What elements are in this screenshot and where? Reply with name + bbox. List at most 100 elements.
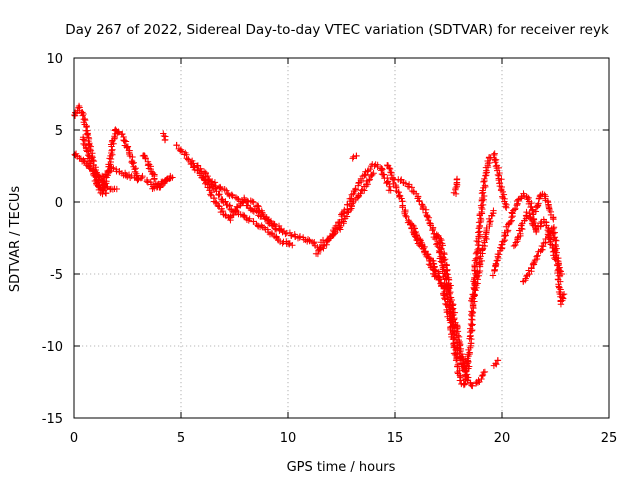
data-point <box>541 191 548 198</box>
data-point <box>311 238 318 246</box>
data-point <box>480 178 487 186</box>
data-point <box>525 194 532 202</box>
data-point <box>124 143 132 150</box>
grid-lines <box>74 58 609 418</box>
data-point <box>387 169 394 176</box>
series-arc-13 <box>349 152 360 162</box>
data-point <box>227 212 235 220</box>
data-point <box>468 308 475 315</box>
data-point <box>452 184 459 192</box>
data-point <box>542 235 549 243</box>
data-point <box>157 183 164 190</box>
data-point <box>469 300 477 308</box>
x-axis-title: GPS time / hours <box>287 460 396 475</box>
data-point <box>362 181 370 188</box>
data-point <box>499 188 507 196</box>
series-arc-23 <box>532 190 557 223</box>
data-point <box>113 185 120 193</box>
data-point <box>503 204 510 211</box>
data-point <box>260 224 268 231</box>
data-point <box>457 347 464 355</box>
data-point <box>289 242 296 249</box>
data-point <box>340 218 347 225</box>
data-point <box>398 195 405 202</box>
x-tick-labels: 0 5 10 15 20 25 <box>70 431 617 446</box>
data-point <box>492 159 499 166</box>
data-point <box>476 222 483 229</box>
data-point <box>507 218 514 225</box>
data-points <box>71 102 568 390</box>
data-point <box>160 132 168 140</box>
data-point <box>93 181 100 189</box>
data-point <box>224 191 232 198</box>
series-arc-7 <box>160 130 169 144</box>
data-point <box>553 237 560 244</box>
data-point <box>245 217 252 224</box>
data-point <box>383 179 390 187</box>
series-arc-4 <box>93 164 146 189</box>
data-point <box>477 215 484 222</box>
data-point <box>453 329 460 337</box>
data-point <box>367 165 374 173</box>
data-point <box>517 230 524 237</box>
data-point <box>88 157 95 164</box>
data-point <box>498 241 505 249</box>
data-point <box>498 176 505 183</box>
data-point <box>495 251 503 258</box>
data-point <box>533 253 540 260</box>
series-arc-20 <box>490 357 502 369</box>
data-point <box>442 270 450 277</box>
data-point <box>494 171 502 179</box>
data-point <box>453 175 461 183</box>
data-point <box>512 205 519 212</box>
data-point <box>495 176 502 184</box>
series-arc-6 <box>143 174 176 192</box>
data-point <box>336 224 343 231</box>
data-point <box>122 138 130 145</box>
data-point <box>331 230 338 237</box>
y-tick-label: -10 <box>42 340 63 355</box>
data-point <box>464 376 471 384</box>
data-point <box>190 160 197 167</box>
data-point <box>204 172 211 180</box>
data-point <box>115 128 122 135</box>
data-point <box>402 212 409 220</box>
data-point <box>501 229 508 237</box>
data-point <box>504 228 511 235</box>
data-point <box>478 375 485 383</box>
data-point <box>526 210 533 217</box>
data-point <box>132 165 139 172</box>
data-point <box>234 195 241 202</box>
data-point <box>556 272 564 279</box>
data-point <box>272 226 280 233</box>
data-point <box>121 137 128 144</box>
data-point <box>444 271 451 278</box>
data-point <box>430 266 438 273</box>
data-point <box>460 381 468 388</box>
data-point <box>475 229 482 236</box>
x-tick-label: 10 <box>280 431 297 446</box>
data-point <box>497 187 505 194</box>
data-point <box>493 257 500 264</box>
data-point <box>555 266 562 273</box>
data-point <box>357 190 364 197</box>
data-point <box>537 220 544 227</box>
data-point <box>436 276 443 283</box>
data-point <box>263 213 270 221</box>
data-point <box>399 203 406 211</box>
series-arc-19 <box>468 207 497 308</box>
data-point <box>420 245 427 252</box>
data-point <box>246 215 253 222</box>
data-point <box>489 272 497 279</box>
data-point <box>419 205 427 213</box>
data-point <box>151 176 158 183</box>
data-point <box>129 160 136 167</box>
data-point <box>450 189 458 196</box>
data-point <box>254 202 261 209</box>
data-point <box>471 291 478 299</box>
data-point <box>468 322 476 329</box>
data-point <box>422 206 430 213</box>
data-point <box>233 203 241 210</box>
series-arc-9 <box>188 157 296 249</box>
data-point <box>510 242 518 250</box>
